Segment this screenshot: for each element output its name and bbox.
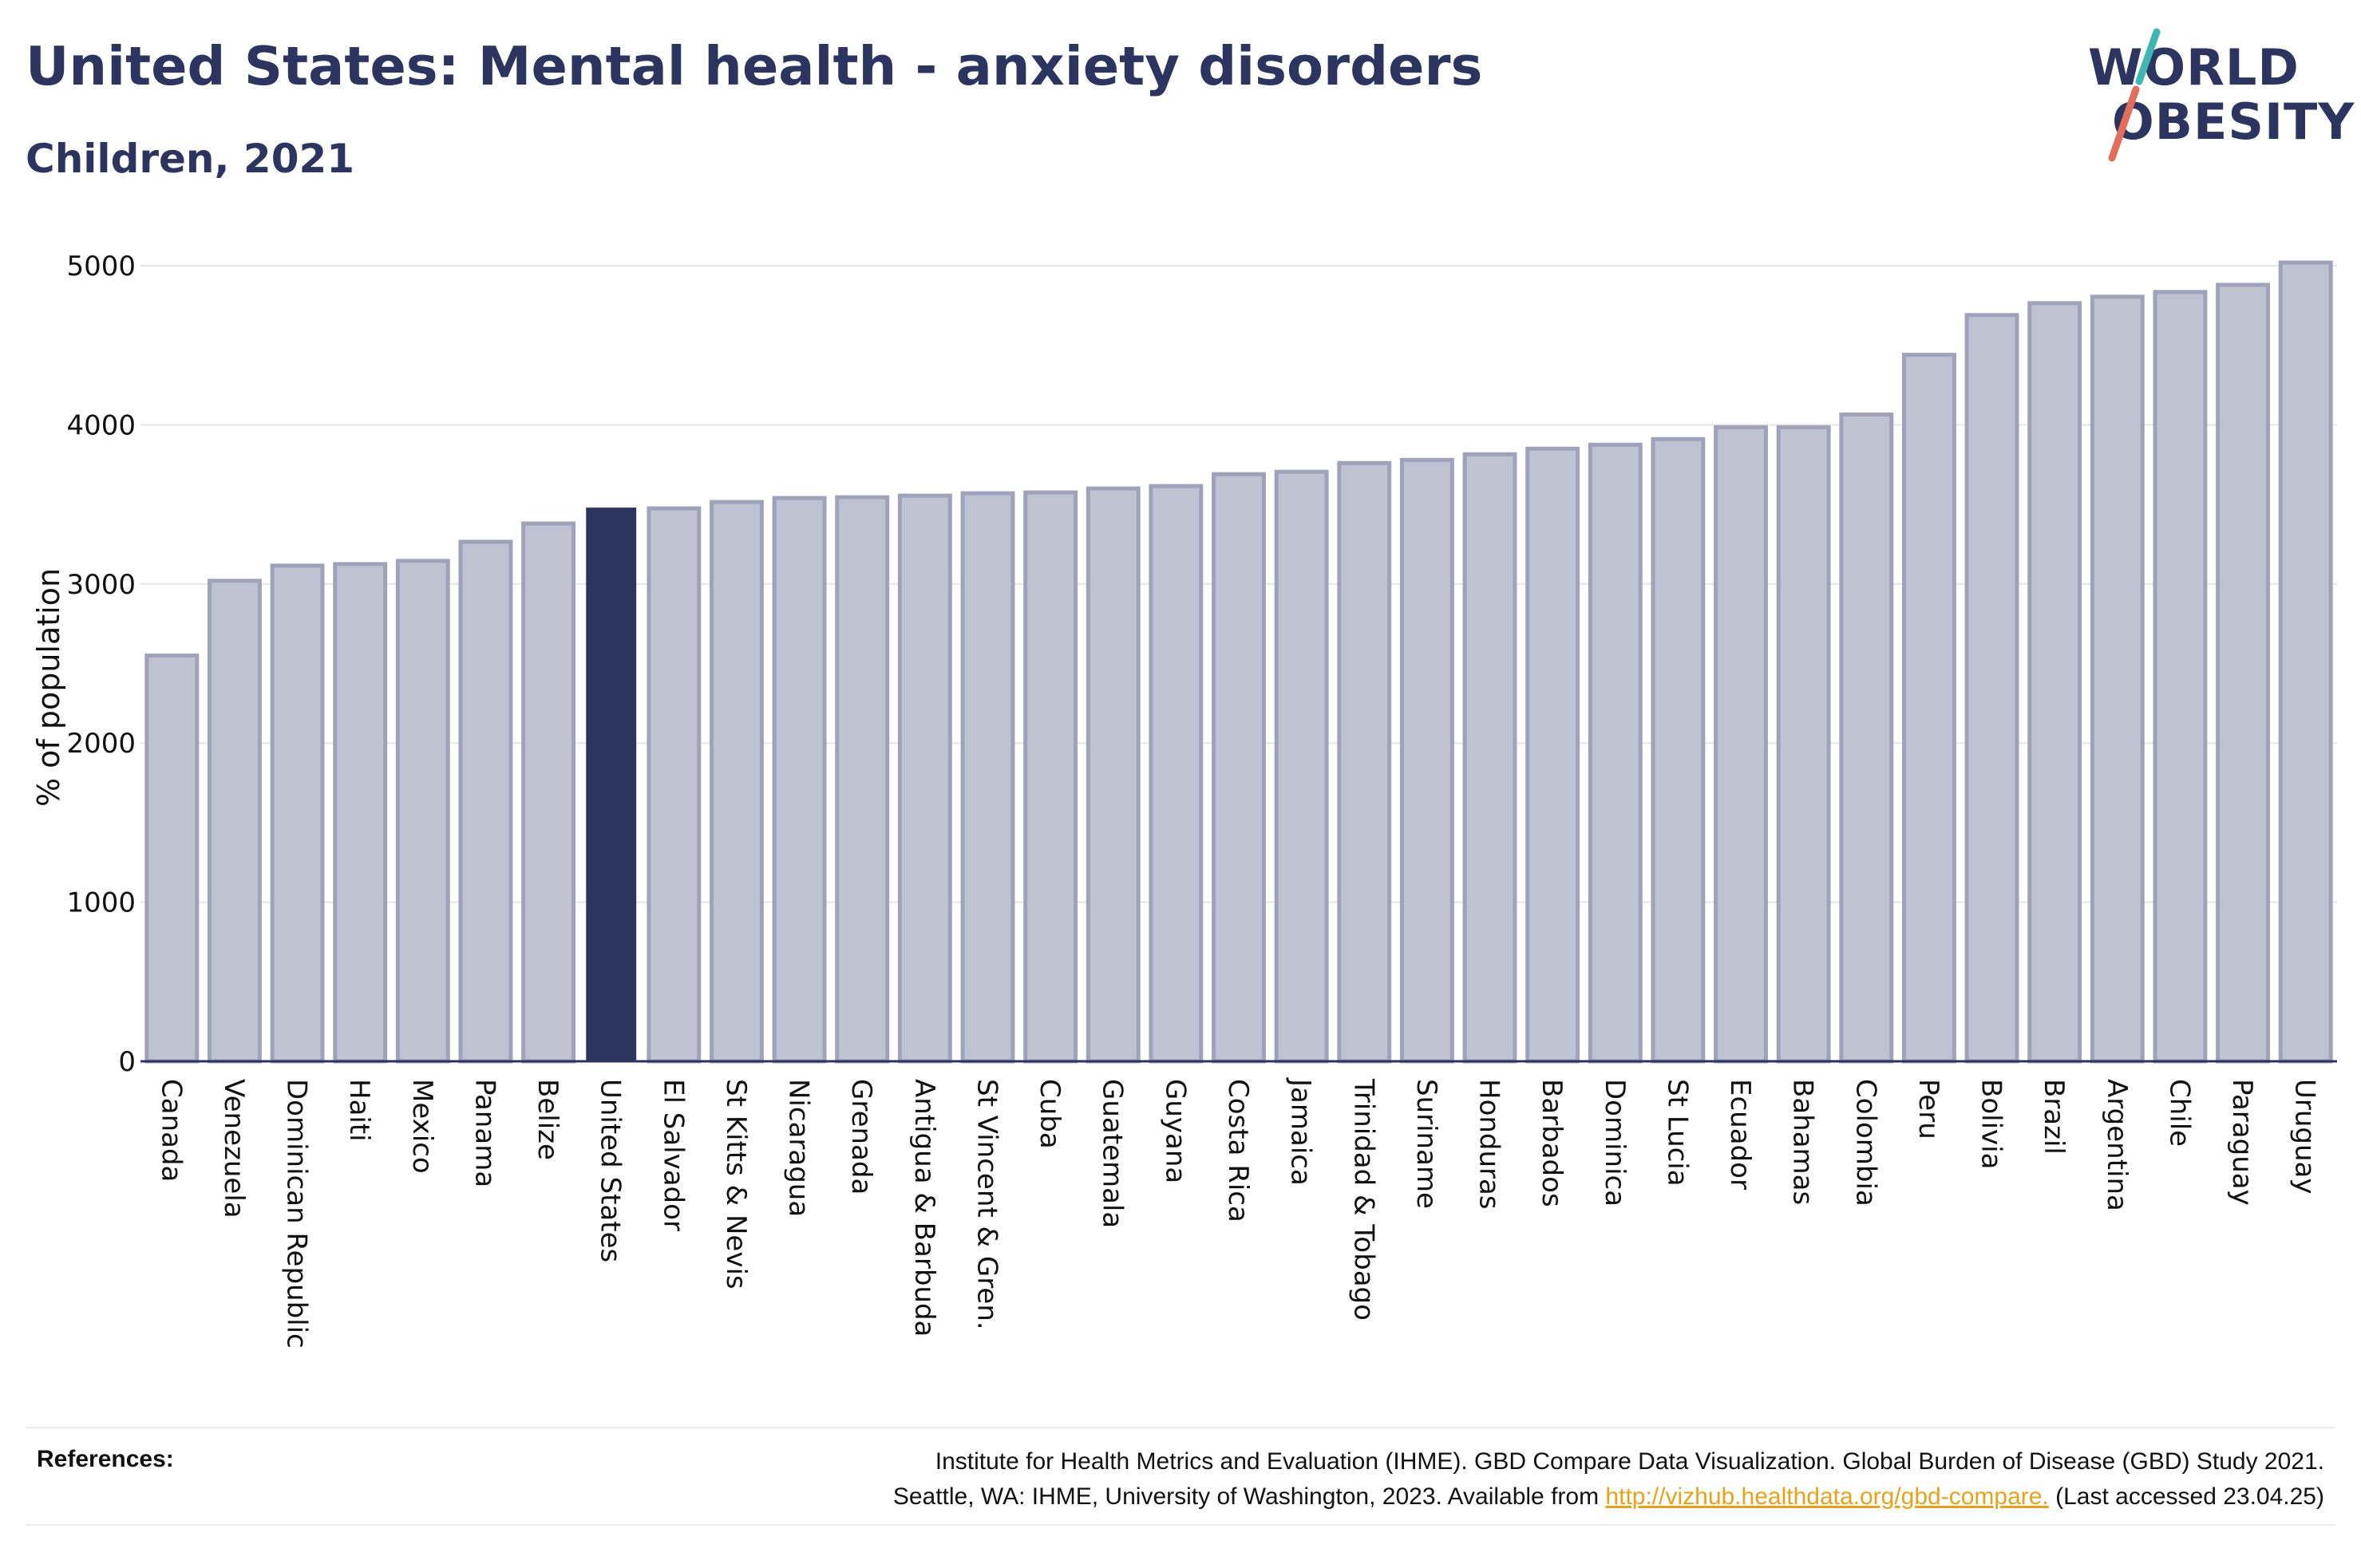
reference-line-2-prefix: Seattle, WA: IHME, University of Washing… [892,1483,1606,1510]
x-tick-label: Nicaragua [783,1079,815,1217]
x-tick-label: Brazil [2038,1079,2070,1155]
x-tick-label: Chile [2163,1079,2195,1147]
bar [1212,472,1266,1064]
x-tick-label: Grenada [845,1079,877,1195]
references-top-divider [26,1427,2335,1428]
bar [647,506,702,1064]
x-tick-label: Bolivia [1975,1079,2007,1169]
bar [1149,484,1204,1064]
x-tick-label: St Kitts & Nevis [720,1079,752,1290]
x-tick-label: Barbados [1536,1079,1568,1207]
bar [144,654,200,1064]
bar [2278,260,2333,1064]
x-tick-label: Panama [469,1079,500,1187]
bar [2216,282,2271,1064]
bar [1651,436,1706,1064]
bar [586,508,637,1061]
bar [1964,313,2019,1064]
x-tick-label: St Vincent & Gren. [971,1079,1003,1330]
bar [897,493,952,1064]
x-tick-label: Bahamas [1787,1079,1819,1205]
x-tick-label: Uruguay [2289,1079,2321,1195]
x-tick-label: Suriname [1410,1079,1442,1209]
bar [960,491,1015,1064]
bar [395,559,450,1064]
bar [710,500,764,1064]
y-tick-label: 3000 [66,569,136,601]
x-tick-label: United States [595,1079,627,1262]
reference-link[interactable]: http://vizhub.healthdata.org/gbd-compare… [1605,1483,2049,1510]
bar [1776,425,1831,1064]
bar [2153,290,2208,1064]
bar [270,563,325,1064]
x-tick-label: Peru [1912,1079,1944,1139]
bar [1839,412,1894,1064]
bar [2090,294,2145,1064]
logo-slash-icon [2108,28,2161,162]
bar [1525,446,1580,1064]
x-tick-label: Guyana [1159,1079,1191,1183]
x-tick-label: Cuba [1034,1079,1066,1149]
bar-chart: 0 1000 2000 3000 4000 5000 % of population Cana… [31,251,2337,1349]
x-tick-label: Jamaica [1285,1077,1317,1186]
bar [1462,452,1517,1064]
references-bottom-divider [26,1524,2335,1526]
bar [207,579,262,1064]
x-tick-label: Paraguay [2226,1079,2258,1206]
bar [1399,457,1454,1064]
bar [1023,490,1078,1064]
bar [1901,353,1956,1064]
y-axis-label: % of population [31,568,66,807]
y-tick-label: 1000 [66,887,136,919]
chart-subtitle: Children, 2021 [26,136,355,182]
world-obesity-logo: WORLD OBESITY [2083,24,2354,168]
bar [333,562,388,1064]
bar [835,495,890,1064]
logo-line-1: WORLD [2088,38,2300,97]
x-tick-label: Dominican Republic [281,1079,313,1349]
bar [1588,442,1643,1064]
y-tick-label: 0 [118,1046,136,1078]
x-tick-label: Guatemala [1097,1079,1129,1228]
x-tick-label: Honduras [1473,1079,1505,1210]
x-tick-label: Colombia [1849,1079,1881,1207]
bar [2027,301,2082,1064]
bar [1337,460,1392,1064]
x-tick-label: Dominica [1599,1079,1631,1207]
references-text: Institute for Health Metrics and Evaluat… [488,1444,2324,1515]
x-tick-label: Belize [532,1079,564,1160]
x-tick-label: El Salvador [657,1079,689,1231]
bar [1714,425,1768,1064]
x-tick-label: Costa Rica [1222,1079,1254,1222]
x-tick-label: Argentina [2101,1079,2133,1211]
x-tick-label: Canada [155,1079,187,1182]
x-tick-label: Trinidad & Tobago [1347,1078,1379,1321]
y-tick-label: 4000 [66,409,136,441]
bar [458,539,513,1064]
x-tick-label: Ecuador [1724,1079,1756,1190]
reference-line-2-suffix: (Last accessed 23.04.25) [2048,1483,2324,1510]
bar [772,496,827,1064]
references-label: References: [37,1446,174,1472]
bar [521,521,576,1064]
bar [1274,469,1329,1064]
reference-line-1: Institute for Health Metrics and Evaluat… [935,1448,2324,1475]
x-tick-label: Mexico [406,1079,438,1174]
x-tick-label: Haiti [343,1079,375,1142]
reference-line-2: Seattle, WA: IHME, University of Washing… [488,1479,2324,1515]
x-tick-label: Venezuela [218,1079,250,1218]
logo-line-2: OBESITY [2112,93,2355,151]
x-tick-label: St Lucia [1661,1079,1693,1187]
x-tick-label: Antigua & Barbuda [908,1079,940,1337]
bar [1086,486,1141,1064]
y-tick-label: 5000 [66,251,136,282]
y-tick-label: 2000 [66,728,136,760]
chart-title: United States: Mental health - anxiety d… [26,35,1483,97]
